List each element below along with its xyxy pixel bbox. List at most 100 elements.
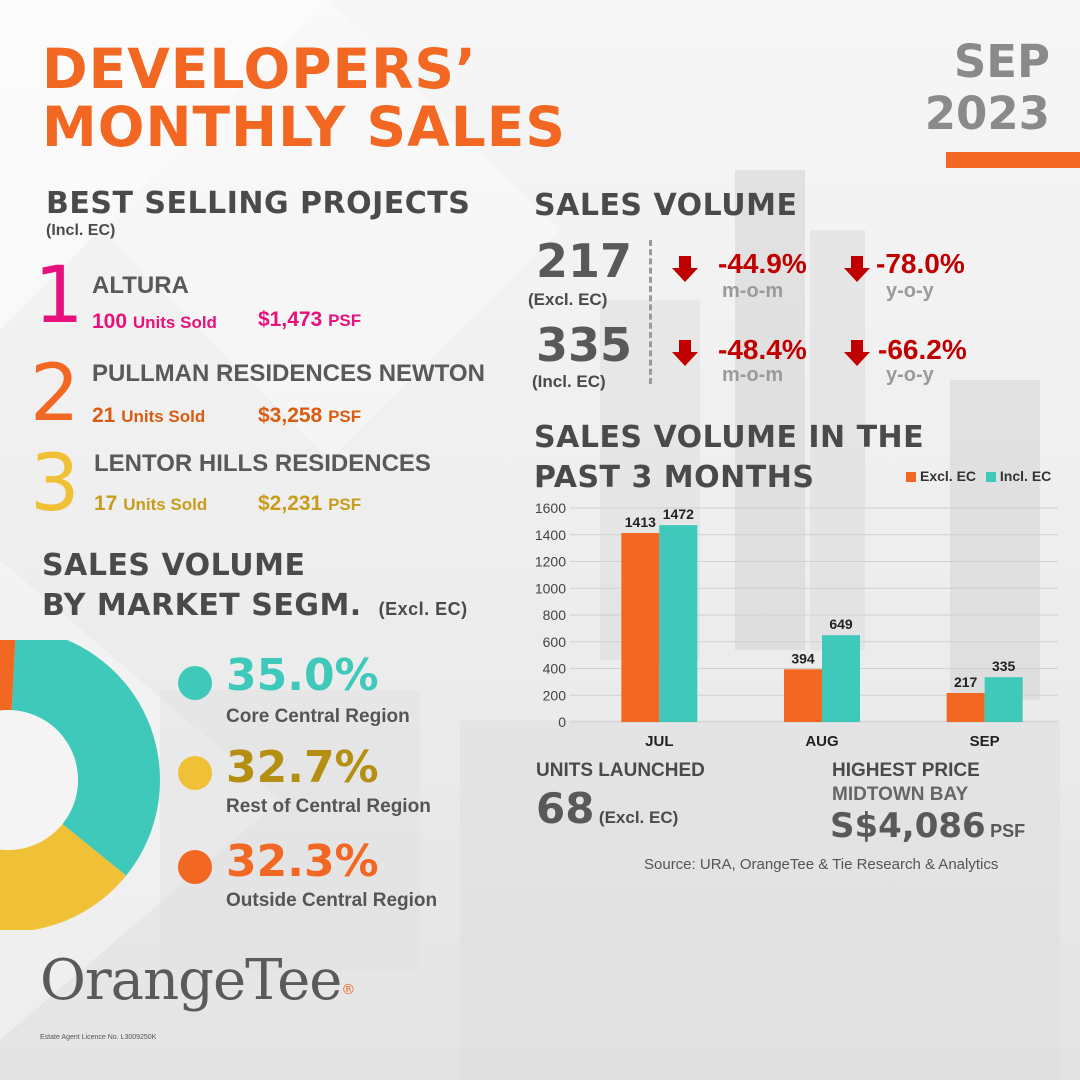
sales-excl-value: 217 [536, 234, 633, 288]
project-rank: 2 [30, 349, 80, 439]
psf-value: $1,473 [258, 308, 323, 331]
bar-data-label: 335 [992, 658, 1016, 674]
sales-excl-yoy: -78.0% [876, 248, 965, 279]
project-psf: $3,258 PSF [258, 404, 361, 428]
donut-slice-2 [0, 640, 16, 711]
project-name: PULLMAN RESIDENCES NEWTON [92, 360, 485, 387]
bar-jul-1 [659, 525, 698, 722]
orangetee-logo: OrangeTee® [40, 948, 355, 1013]
y-tick-label: 1000 [535, 580, 566, 596]
segment-heading-note: (Excl. EC) [378, 599, 468, 619]
down-arrow-icon [672, 256, 698, 282]
project-units: 100 Units Sold [92, 310, 217, 334]
project-psf: $2,231 PSF [258, 492, 361, 516]
registered-icon: ® [341, 982, 355, 998]
project-rank: 1 [34, 251, 84, 341]
bar-aug-0 [784, 669, 822, 722]
mom-label: m-o-m [722, 364, 784, 386]
report-year: 2023 [924, 87, 1050, 140]
bar-data-label: 1413 [625, 514, 656, 530]
project-units: 21 Units Sold [92, 404, 205, 428]
sales-incl-yoy: -66.2% [878, 334, 967, 365]
past3-heading-line-2: PAST 3 MONTHS [534, 460, 815, 495]
title-line-2: MONTHLY SALES [42, 95, 566, 159]
segment-heading-line-2: BY MARKET SEGM. (Excl. EC) [42, 588, 468, 623]
down-arrow-icon [844, 256, 870, 282]
legend-swatch-incl [985, 472, 996, 483]
psf-value: $3,258 [258, 404, 323, 427]
down-arrow-icon [672, 340, 698, 366]
project-units: 17 Units Sold [94, 492, 207, 516]
segment-pct: 35.0% [226, 650, 379, 701]
past3-heading-line-1: SALES VOLUME IN THE [534, 420, 925, 455]
segment-label: Rest of Central Region [226, 796, 431, 817]
x-tick-label: JUL [645, 733, 673, 750]
project-psf: $1,473 PSF [258, 308, 361, 332]
units-launched-heading: UNITS LAUNCHED [536, 760, 705, 781]
sales-excl-mom: -44.9% [718, 248, 807, 279]
report-month: SEP [953, 35, 1050, 88]
segment-heading-text: BY MARKET SEGM. [42, 588, 362, 623]
segment-heading-line-1: SALES VOLUME [42, 548, 306, 583]
sales-incl-label: (Incl. EC) [532, 372, 606, 391]
units-label: Units Sold [121, 407, 206, 426]
units-launched: 68 (Excl. EC) [536, 784, 678, 833]
bar-aug-1 [822, 635, 860, 722]
units-value: 21 [92, 404, 116, 427]
sales-volume-heading: SALES VOLUME [534, 188, 798, 223]
units-value: 100 [92, 310, 128, 333]
units-value: 17 [94, 492, 118, 515]
page-title: DEVELOPERS’ MONTHLY SALES [42, 40, 566, 156]
y-tick-label: 1400 [535, 527, 566, 543]
psf-label: PSF [328, 495, 362, 514]
best-selling-heading: BEST SELLING PROJECTS [46, 186, 471, 221]
market-segment-donut [0, 640, 160, 930]
legend-dot [178, 666, 212, 700]
bar-sep-1 [984, 677, 1023, 722]
legend-label-excl: Excl. EC [920, 468, 977, 484]
mom-label: m-o-m [722, 280, 784, 302]
y-tick-label: 800 [543, 607, 567, 623]
legend-dot [178, 850, 212, 884]
units-label: Units Sold [132, 313, 217, 332]
yoy-label: y-o-y [886, 280, 934, 302]
legend-dot [178, 756, 212, 790]
highest-price-value: S$4,086 [830, 806, 986, 846]
legend-label-incl: Incl. EC [999, 468, 1052, 484]
source-note: Source: URA, OrangeTee & Tie Research & … [644, 856, 999, 873]
sales-volume-bar-chart: 0 200 400 600 800 1000 1200 1400 1600 1413 1472 JUL… [535, 500, 1058, 750]
segment-label: Core Central Region [226, 706, 410, 727]
highest-price-heading: HIGHEST PRICE [832, 760, 980, 781]
title-line-1: DEVELOPERS’ [42, 37, 477, 101]
psf-label: PSF [328, 407, 362, 426]
logo-text: OrangeTee [40, 948, 342, 1013]
y-tick-label: 1200 [535, 554, 566, 570]
project-name: LENTOR HILLS RESIDENCES [94, 450, 431, 477]
bar-jul-0 [621, 533, 660, 722]
best-selling-subheading: (Incl. EC) [46, 222, 116, 239]
y-tick-label: 400 [543, 661, 567, 677]
donut-hole [0, 710, 78, 850]
sales-incl-mom: -48.4% [718, 334, 807, 365]
highest-price-project: MIDTOWN BAY [832, 784, 969, 805]
yoy-label: y-o-y [886, 364, 934, 386]
segment-pct: 32.3% [226, 836, 379, 887]
y-tick-label: 200 [543, 687, 567, 703]
bar-data-label: 649 [829, 616, 853, 632]
psf-label: PSF [328, 311, 362, 330]
sales-excl-label: (Excl. EC) [528, 290, 608, 309]
units-label: Units Sold [123, 495, 208, 514]
date-accent-bar [946, 152, 1080, 168]
x-tick-label: SEP [970, 733, 1000, 750]
units-launched-value: 68 [536, 784, 595, 833]
licence-number: Estate Agent Licence No. L3009250K [40, 1034, 157, 1041]
segment-pct: 32.7% [226, 742, 379, 793]
chart-legend: Excl. EC Incl. EC [906, 468, 1051, 484]
y-tick-label: 1600 [535, 500, 566, 516]
project-rank: 3 [30, 439, 80, 529]
y-tick-label: 600 [543, 634, 567, 650]
bar-data-label: 394 [791, 650, 815, 666]
bar-data-label: 1472 [663, 506, 694, 522]
report-date: SEP 2023 [925, 36, 1050, 140]
bar-sep-0 [946, 692, 985, 722]
